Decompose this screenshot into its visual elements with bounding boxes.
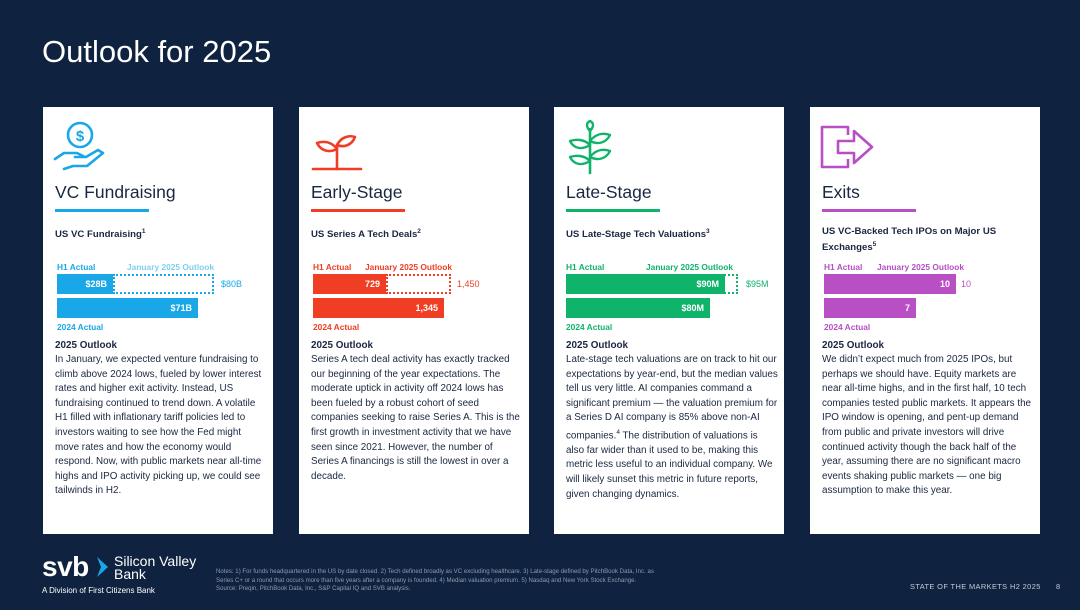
card-title: Late-Stage bbox=[566, 182, 652, 202]
legend-h1-actual: H1 Actual bbox=[313, 262, 352, 272]
bank-division: A Division of First Citizens Bank bbox=[42, 586, 155, 595]
outlook-outline-bar bbox=[113, 274, 214, 294]
h1-actual-bar: 10 bbox=[824, 274, 956, 294]
legend-outlook: January 2025 Outlook bbox=[877, 262, 965, 272]
title-underline bbox=[822, 209, 916, 212]
h1-actual-bar: $90M bbox=[566, 274, 725, 294]
money-hand-icon: $ bbox=[53, 121, 105, 171]
outlook-heading: 2025 Outlook bbox=[822, 340, 885, 351]
h1-actual-bar: 729 bbox=[313, 274, 386, 294]
title-underline bbox=[566, 209, 660, 212]
card-title: Exits bbox=[822, 182, 860, 202]
outlook-value: $80B bbox=[221, 279, 243, 289]
outlook-outline-bar bbox=[386, 274, 451, 294]
legend-h1-actual: H1 Actual bbox=[824, 262, 863, 272]
h1-actual-bar: $28B bbox=[57, 274, 113, 294]
actual-2024-bar: $80M bbox=[566, 298, 710, 318]
body-text: Late-stage tech valuations are on track … bbox=[566, 354, 778, 500]
legend-2024-actual: 2024 Actual bbox=[566, 322, 613, 332]
card-title: Early-Stage bbox=[311, 182, 403, 202]
outlook-heading: 2025 Outlook bbox=[55, 340, 118, 351]
card-late-stage: Late-Stage US Late-Stage Tech Valuations… bbox=[554, 107, 784, 534]
footnotes: Notes: 1) For funds headquartered in the… bbox=[216, 568, 654, 593]
plant-icon bbox=[568, 119, 612, 175]
card-title: VC Fundraising bbox=[55, 182, 176, 202]
legend-2024-actual: 2024 Actual bbox=[824, 322, 871, 332]
title-underline bbox=[311, 209, 405, 212]
card-subtitle: US Late-Stage Tech Valuations3 bbox=[566, 228, 710, 241]
page-title: Outlook for 2025 bbox=[42, 34, 272, 69]
body-text: We didn’t expect much from 2025 IPOs, bu… bbox=[822, 354, 1032, 497]
legend-outlook: January 2025 Outlook bbox=[127, 262, 215, 272]
actual-2024-bar: 1,345 bbox=[313, 298, 444, 318]
svb-logo-word: svb bbox=[42, 551, 89, 582]
card-exits: Exits US VC-Backed Tech IPOs on Major US… bbox=[810, 107, 1040, 534]
legend-outlook: January 2025 Outlook bbox=[365, 262, 453, 272]
actual-2024-bar: 7 bbox=[824, 298, 916, 318]
legend-2024-actual: 2024 Actual bbox=[57, 322, 104, 332]
card-subtitle: US VC-Backed Tech IPOs on Major US Excha… bbox=[822, 226, 997, 254]
outlook-heading: 2025 Outlook bbox=[566, 340, 629, 351]
body-text: In January, we expected venture fundrais… bbox=[55, 354, 262, 497]
exit-arrow-icon bbox=[820, 125, 874, 169]
outlook-value: 1,450 bbox=[457, 279, 480, 289]
svg-text:$: $ bbox=[76, 128, 85, 145]
footer-report-title: STATE OF THE MARKETS H2 2025 bbox=[910, 582, 1041, 591]
legend-outlook: January 2025 Outlook bbox=[646, 262, 734, 272]
card-early-stage: Early-Stage US Series A Tech Deals2 H1 A… bbox=[299, 107, 529, 534]
actual-2024-bar: $71B bbox=[57, 298, 198, 318]
outlook-value: 10 bbox=[961, 279, 972, 289]
page-number: 8 bbox=[1056, 582, 1061, 591]
card-subtitle: US VC Fundraising1 bbox=[55, 228, 146, 241]
sprout-icon bbox=[311, 134, 363, 171]
chevron-logo-icon bbox=[97, 557, 108, 577]
card-subtitle: US Series A Tech Deals2 bbox=[311, 228, 421, 241]
title-underline bbox=[55, 209, 149, 212]
outlook-heading: 2025 Outlook bbox=[311, 340, 374, 351]
body-text: Series A tech deal activity has exactly … bbox=[311, 354, 520, 482]
legend-h1-actual: H1 Actual bbox=[566, 262, 605, 272]
legend-2024-actual: 2024 Actual bbox=[313, 322, 360, 332]
legend-h1-actual: H1 Actual bbox=[57, 262, 96, 272]
outlook-value: $95M bbox=[746, 279, 769, 289]
card-vc-fundraising: $ VC Fundraising US VC Fundraising1 H1 A… bbox=[43, 107, 273, 534]
bank-name: Silicon Valley Bank bbox=[114, 553, 197, 582]
